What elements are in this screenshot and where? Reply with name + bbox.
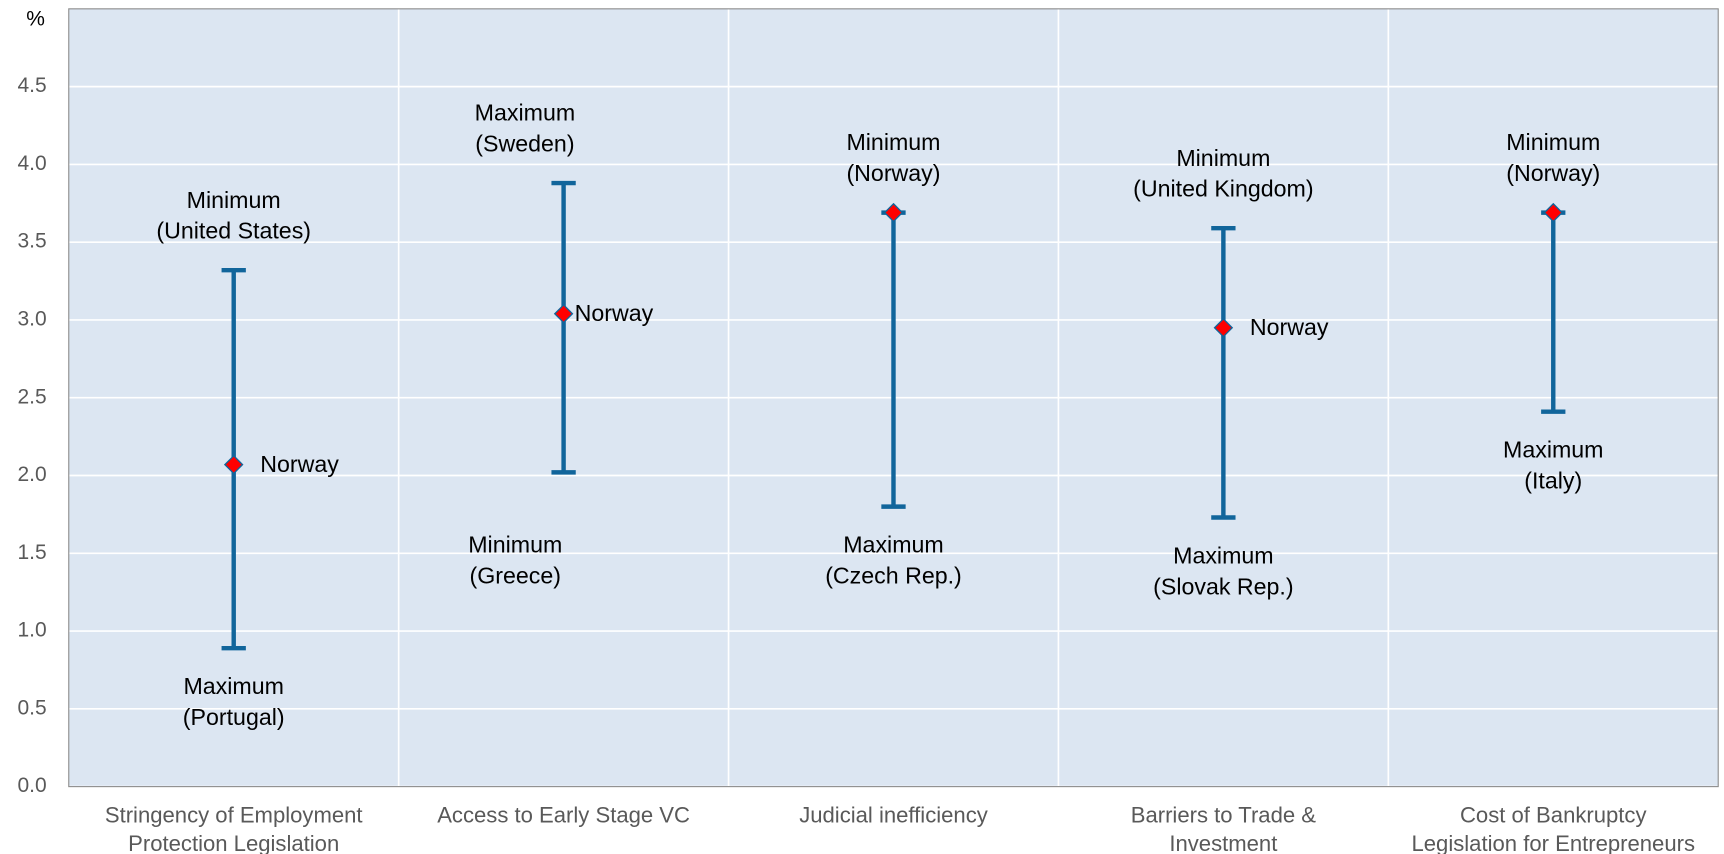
y-tick-label: 4.0 [17,152,46,175]
point-marker [553,303,574,324]
point-label: Norway [260,451,339,477]
lower-annotation: (Czech Rep.) [825,562,962,588]
x-tick-label: Judicial inefficiency [799,802,988,827]
upper-annotation: (United Kingdom) [1133,176,1313,202]
point-label: Norway [1250,314,1329,340]
lower-annotation: (Italy) [1524,468,1582,494]
lower-annotation: (Portugal) [183,704,285,730]
upper-annotation: Maximum [475,100,575,126]
lower-annotation: Maximum [183,673,283,699]
y-tick-label: 3.5 [17,230,46,253]
x-tick-label: Barriers to Trade & [1131,802,1317,827]
lower-annotation: (Greece) [470,562,561,588]
upper-annotation: (Norway) [1506,160,1600,186]
upper-annotation: Minimum [1506,129,1600,155]
y-tick-label: 0.5 [17,696,46,719]
plot-border [68,8,1719,788]
y-tick-label: 2.5 [17,385,46,408]
upper-annotation: Minimum [187,187,281,213]
y-axis-label: % [26,7,45,30]
point-marker [1213,317,1234,338]
lower-annotation: Maximum [1503,437,1603,463]
upper-annotation: (Norway) [846,160,940,186]
point-marker [223,454,244,475]
point-label: Norway [575,300,654,326]
upper-annotation: Minimum [846,129,940,155]
x-tick-label: Legislation for Entrepreneurs [1412,831,1696,854]
y-tick-label: 3.0 [17,307,46,330]
point-marker [883,202,904,223]
lower-annotation: Maximum [843,532,943,558]
lower-annotation: (Slovak Rep.) [1153,573,1293,599]
x-tick-label: Cost of Bankruptcy [1460,802,1647,827]
x-tick-label: Stringency of Employment [105,802,363,827]
y-tick-label: 1.0 [17,619,46,642]
x-tick-label: Investment [1169,831,1277,854]
point-marker [1543,202,1564,223]
lower-annotation: Maximum [1173,542,1273,568]
y-tick-label: 1.5 [17,541,46,564]
x-tick-label: Access to Early Stage VC [437,802,690,827]
upper-annotation: (United States) [156,218,311,244]
y-tick-label: 4.5 [17,74,46,97]
y-tick-label: 0.0 [17,774,46,797]
upper-annotation: Minimum [1176,145,1270,171]
lower-annotation: Minimum [468,532,562,558]
y-tick-label: 2.0 [17,463,46,486]
upper-annotation: (Sweden) [475,131,574,157]
x-tick-label: Protection Legislation [128,831,339,854]
